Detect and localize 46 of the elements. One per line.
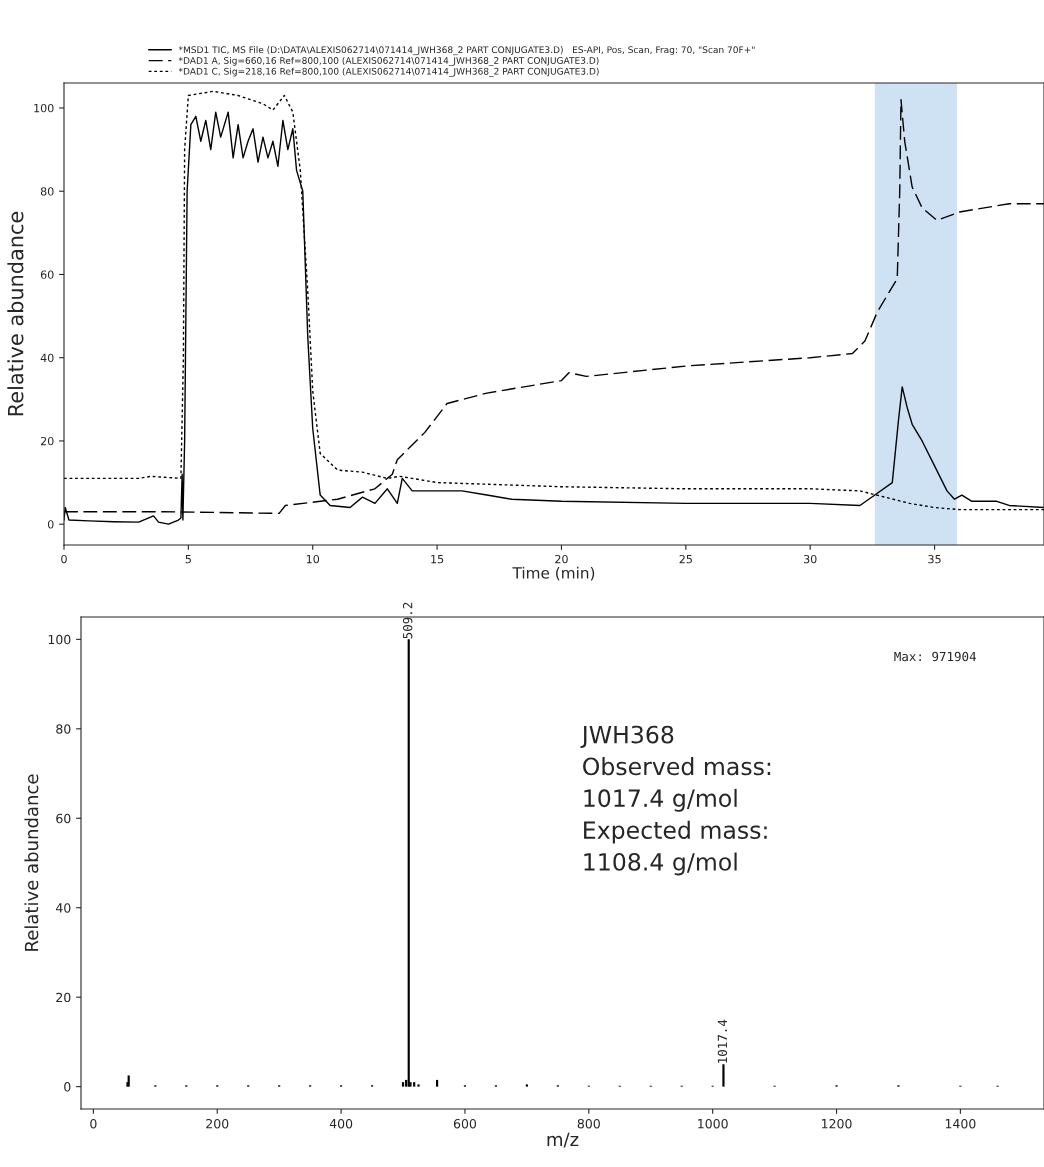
- y-tick-label: 80: [56, 724, 71, 734]
- y-tick-label: 40: [55, 903, 71, 913]
- y-tick-label: 40: [40, 353, 54, 363]
- annotation: Max: 971904: [894, 651, 976, 662]
- y-tick-label: 100: [34, 103, 54, 113]
- x-tick-label: 1400: [945, 1118, 976, 1129]
- y-tick-label: 60: [56, 813, 71, 824]
- y-tick-label: 80: [40, 187, 54, 196]
- x-axis-title: Time (min): [512, 566, 595, 581]
- x-tick-label: 30: [803, 554, 817, 564]
- y-tick-label: 20: [40, 436, 54, 446]
- y-axis-title: Relative abundance: [7, 211, 24, 416]
- y-tick-label: 60: [40, 270, 54, 279]
- x-tick-label: 25: [679, 554, 692, 564]
- y-tick-label: 0: [47, 520, 54, 529]
- x-tick-label: 20: [555, 554, 568, 564]
- x-tick-label: 200: [206, 1118, 229, 1129]
- x-tick-label: 800: [577, 1118, 600, 1129]
- annotation: 1017.4: [717, 1019, 728, 1063]
- x-tick-label: 0: [90, 1118, 97, 1129]
- bar: [413, 1082, 416, 1087]
- x-tick-label: 1200: [822, 1118, 852, 1129]
- bar: [417, 1084, 420, 1087]
- bar: [127, 1075, 130, 1087]
- legend-label: *DAD1 C, Sig=218,16 Ref=800,100 (ALEXIS062714\071414_JWH368_2 PART CONJUGATE3.D): [178, 67, 599, 77]
- annotation: JWH368 Observed mass: 1017.4 g/mol Expected mass: 1108.4 g/mol: [580, 725, 771, 876]
- bar: [407, 639, 410, 1087]
- x-tick-label: 35: [928, 554, 941, 564]
- legend-label: *DAD1 A, Sig=660,16 Ref=800,100 (ALEXIS062714\071414_JWH368_2 PART CONJUGATE3.D): [178, 56, 599, 66]
- y-tick-label: 0: [64, 1082, 71, 1092]
- x-tick-label: 400: [329, 1118, 353, 1129]
- annotation: 509.2: [402, 602, 413, 639]
- y-tick-label: 20: [56, 992, 71, 1003]
- bar: [436, 1079, 439, 1087]
- x-tick-label: 10: [306, 554, 320, 564]
- x-tick-label: 1000: [698, 1118, 728, 1129]
- y-tick-label: 100: [48, 634, 71, 645]
- bar: [525, 1084, 528, 1087]
- x-axis-title: m/z: [547, 1132, 579, 1148]
- x-tick-label: 5: [185, 555, 191, 564]
- bar: [722, 1064, 725, 1087]
- x-tick-label: 600: [453, 1118, 477, 1129]
- legend-label: *MSD1 TIC, MS File (D:\DATA\ALEXIS062714\071414_JWH368_2 PART CONJUGATE3.D) ES-API, Pos, Scan, Frag: 70, "Scan 70F+": [178, 46, 755, 56]
- x-tick-label: 15: [431, 555, 444, 564]
- y-axis-title: Relative abundance: [24, 774, 39, 951]
- bar: [401, 1082, 405, 1087]
